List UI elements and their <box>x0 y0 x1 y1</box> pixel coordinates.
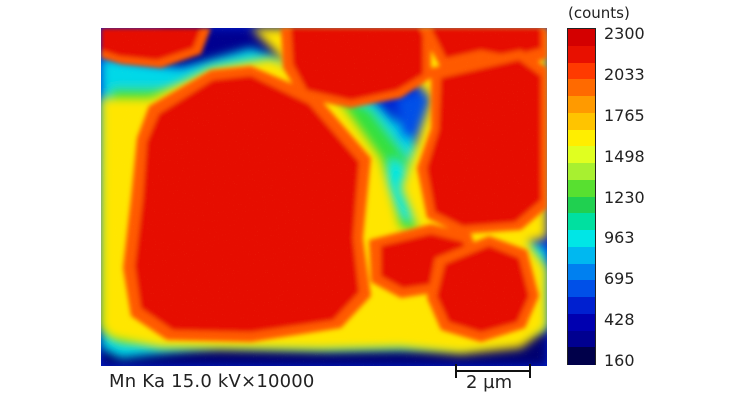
colorbar-band <box>568 62 595 80</box>
colorbar-band <box>568 246 595 265</box>
colorbar-tick-label: 2300 <box>604 24 645 43</box>
colorbar-tick-label: 695 <box>604 269 635 289</box>
colorbar-band <box>568 330 595 348</box>
colorbar-band <box>568 280 595 298</box>
colorbar-band <box>568 45 595 64</box>
element-map <box>101 28 547 366</box>
colorbar-band <box>568 313 595 332</box>
colorbar-band <box>568 347 595 365</box>
scale-bar <box>455 364 531 380</box>
map-caption: Mn Ka 15.0 kV×10000 <box>109 371 315 392</box>
colorbar-band <box>568 196 595 214</box>
colorbar-band <box>568 263 595 281</box>
colorbar-band <box>568 79 595 97</box>
colorbar <box>567 28 596 365</box>
colorbar-tick-label: 963 <box>604 228 635 248</box>
colorbar-band <box>568 29 595 47</box>
colorbar-band <box>568 213 595 231</box>
colorbar-tick-label: 1765 <box>604 105 645 125</box>
scale-bar-line <box>455 370 531 372</box>
colorbar-band <box>568 96 595 114</box>
colorbar-band <box>568 179 595 198</box>
colorbar-band <box>568 146 595 164</box>
mn-ka-intensity-map <box>101 28 547 366</box>
scale-bar-label: 2 µm <box>466 372 513 393</box>
colorbar-band <box>568 129 595 147</box>
colorbar-band <box>568 230 595 248</box>
colorbar-tick-label: 428 <box>604 310 635 330</box>
colorbar-unit-label: (counts) <box>568 4 630 22</box>
colorbar-tick-label: 1230 <box>604 187 645 207</box>
colorbar-tick-label: 1498 <box>604 146 645 166</box>
colorbar-band <box>568 297 595 315</box>
colorbar-tick-labels: 2300 2033 1765 1498 1230 963 695 428 160 <box>604 24 664 369</box>
colorbar-tick-label: 2033 <box>604 64 645 84</box>
scale-bar-right-tick <box>529 364 531 378</box>
colorbar-band <box>568 112 595 131</box>
noise-texture <box>101 28 547 366</box>
colorbar-tick-label: 160 <box>604 351 635 370</box>
colorbar-band <box>568 163 595 181</box>
